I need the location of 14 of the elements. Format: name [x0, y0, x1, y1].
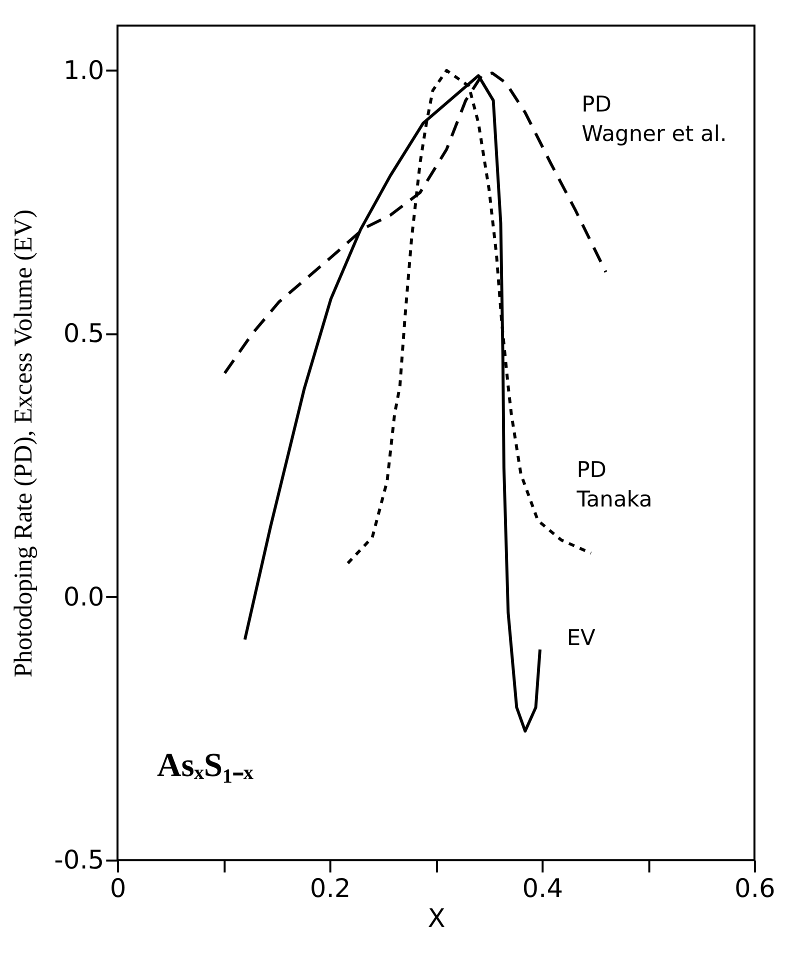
x-axis-title: X	[428, 904, 446, 934]
x-tick-label: 0.6	[734, 874, 776, 904]
y-axis-title: Photodoping Rate (PD), Excess Volume (EV)	[8, 209, 38, 678]
x-tick-label: 0	[110, 874, 126, 904]
annotation: PD Tanaka	[576, 458, 652, 513]
y-tick-label: 0.5	[63, 319, 104, 350]
annotation: PD Wagner et al.	[582, 92, 727, 148]
x-tick-label: 0.2	[310, 874, 351, 904]
annotation: EV	[566, 626, 596, 651]
y-tick-label: 1.0	[63, 56, 104, 86]
y-tick-label: 0.0	[63, 582, 104, 612]
x-tick-label: 0.4	[522, 874, 564, 904]
y-tick-label: -0.5	[54, 846, 104, 876]
annotation: AsₓS₁₋ₓ	[157, 747, 254, 784]
